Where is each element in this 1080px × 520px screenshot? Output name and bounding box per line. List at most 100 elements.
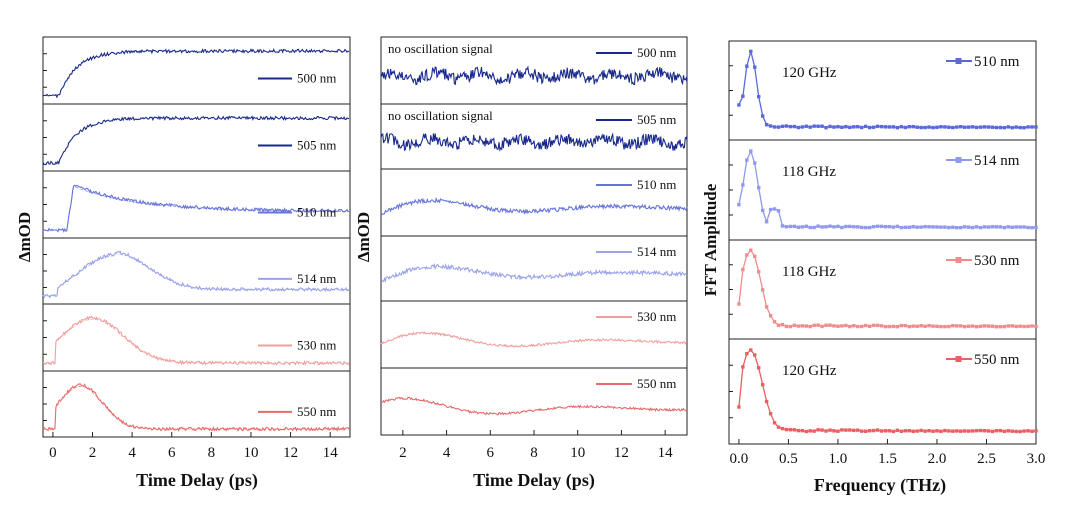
right-series-marker: [955, 225, 959, 230]
right-series-marker: [804, 124, 808, 128]
right-x-tick-label: 1.0: [829, 451, 848, 467]
left-legend-label: 530 nm: [297, 338, 336, 353]
left-y-axis-label: ΔmOD: [15, 212, 34, 262]
right-series-marker: [1002, 125, 1007, 130]
left-fit-line: [43, 185, 349, 231]
right-series-marker: [737, 405, 741, 409]
right-series-marker: [879, 224, 884, 229]
right-series-marker: [982, 324, 987, 328]
right-series-marker: [998, 125, 1003, 130]
right-series-marker: [891, 225, 896, 229]
right-series-marker: [931, 324, 935, 328]
right-series-marker: [1034, 225, 1038, 230]
right-series-marker: [974, 125, 979, 130]
right-series-marker: [804, 429, 808, 434]
right-series-marker: [741, 267, 745, 272]
right-series-marker: [760, 382, 765, 387]
right-series-marker: [923, 125, 927, 130]
right-series-marker: [978, 125, 983, 129]
right-series-marker: [1022, 324, 1026, 329]
right-series-marker: [899, 323, 904, 328]
right-series-marker: [947, 429, 951, 433]
right-series-marker: [891, 125, 896, 129]
right-series-marker: [840, 125, 844, 129]
right-x-tick-label: 2.5: [977, 451, 996, 467]
right-series-marker: [772, 125, 777, 129]
right-series-line: [738, 349, 1037, 433]
right-series-marker: [764, 399, 769, 404]
left-x-tick-label: 8: [208, 445, 216, 461]
right-series-marker: [788, 324, 793, 329]
right-series-marker: [990, 429, 995, 434]
right-series-marker: [943, 225, 947, 229]
right-series-marker: [1022, 126, 1026, 130]
right-series-marker: [879, 324, 884, 328]
right-series-marker: [903, 225, 907, 229]
right-series-marker: [986, 429, 991, 433]
right-series-marker: [935, 125, 939, 129]
right-series-marker: [796, 324, 801, 328]
right-series-marker: [879, 429, 884, 433]
right-series-marker: [1014, 125, 1018, 129]
right-series-marker: [1030, 324, 1034, 328]
right-series-marker: [943, 428, 947, 433]
right-series-marker: [887, 125, 892, 129]
right-series-marker: [848, 224, 852, 229]
right-series-marker: [923, 429, 927, 433]
right-series-marker: [760, 208, 765, 213]
right-series-marker: [753, 353, 757, 357]
right-series-marker: [1026, 429, 1030, 433]
right-series-marker: [812, 323, 816, 328]
left-series-line: [42, 383, 350, 432]
right-series-marker: [1006, 429, 1010, 433]
right-series-marker: [927, 323, 931, 328]
right-series-marker: [927, 428, 931, 433]
middle-legend-label: 530 nm: [637, 309, 676, 324]
left-series-line: [42, 115, 350, 166]
right-series-marker: [737, 103, 741, 107]
right-series-marker: [848, 324, 852, 329]
right-series-marker: [951, 429, 955, 433]
right-legend-marker: [955, 257, 962, 263]
right-series-marker: [852, 125, 856, 129]
right-series-marker: [915, 324, 919, 328]
right-series-marker: [836, 324, 840, 328]
left-legend-label: 505 nm: [297, 138, 336, 153]
right-series-marker: [812, 124, 816, 128]
right-series-marker: [852, 428, 856, 433]
right-series-marker: [780, 426, 785, 431]
right-series-marker: [911, 124, 915, 129]
right-series-marker: [871, 125, 876, 129]
right-series-marker: [800, 225, 804, 229]
right-series-marker: [939, 125, 943, 129]
right-series-marker: [820, 324, 824, 329]
right-series-line: [738, 149, 1037, 229]
right-series-marker: [796, 225, 801, 229]
right-series-marker: [792, 428, 797, 432]
right-series-marker: [951, 125, 955, 130]
right-series-marker: [978, 324, 983, 329]
right-series-marker: [959, 225, 963, 230]
right-series-marker: [962, 429, 967, 433]
right-legend-label: 510 nm: [974, 54, 1020, 70]
right-series-marker: [812, 429, 816, 433]
middle-y-axis-label: ΔmOD: [354, 212, 373, 262]
left-legend-label: 514 nm: [297, 271, 336, 286]
right-series-marker: [776, 209, 781, 213]
right-series-marker: [915, 225, 919, 229]
left-legend-label: 500 nm: [297, 71, 336, 86]
right-series-marker: [844, 323, 848, 328]
right-series-marker: [832, 125, 836, 129]
right-series-marker: [772, 207, 777, 211]
right-series-marker: [879, 124, 884, 129]
right-series-marker: [820, 428, 824, 432]
right-series-marker: [788, 224, 793, 229]
right-series-marker: [887, 324, 892, 329]
right-series-marker: [871, 428, 876, 433]
left-x-tick-label: 2: [89, 445, 97, 461]
right-series-marker: [753, 65, 757, 69]
right-series-marker: [986, 324, 991, 328]
right-series-marker: [955, 125, 959, 129]
right-series-marker: [852, 324, 856, 328]
